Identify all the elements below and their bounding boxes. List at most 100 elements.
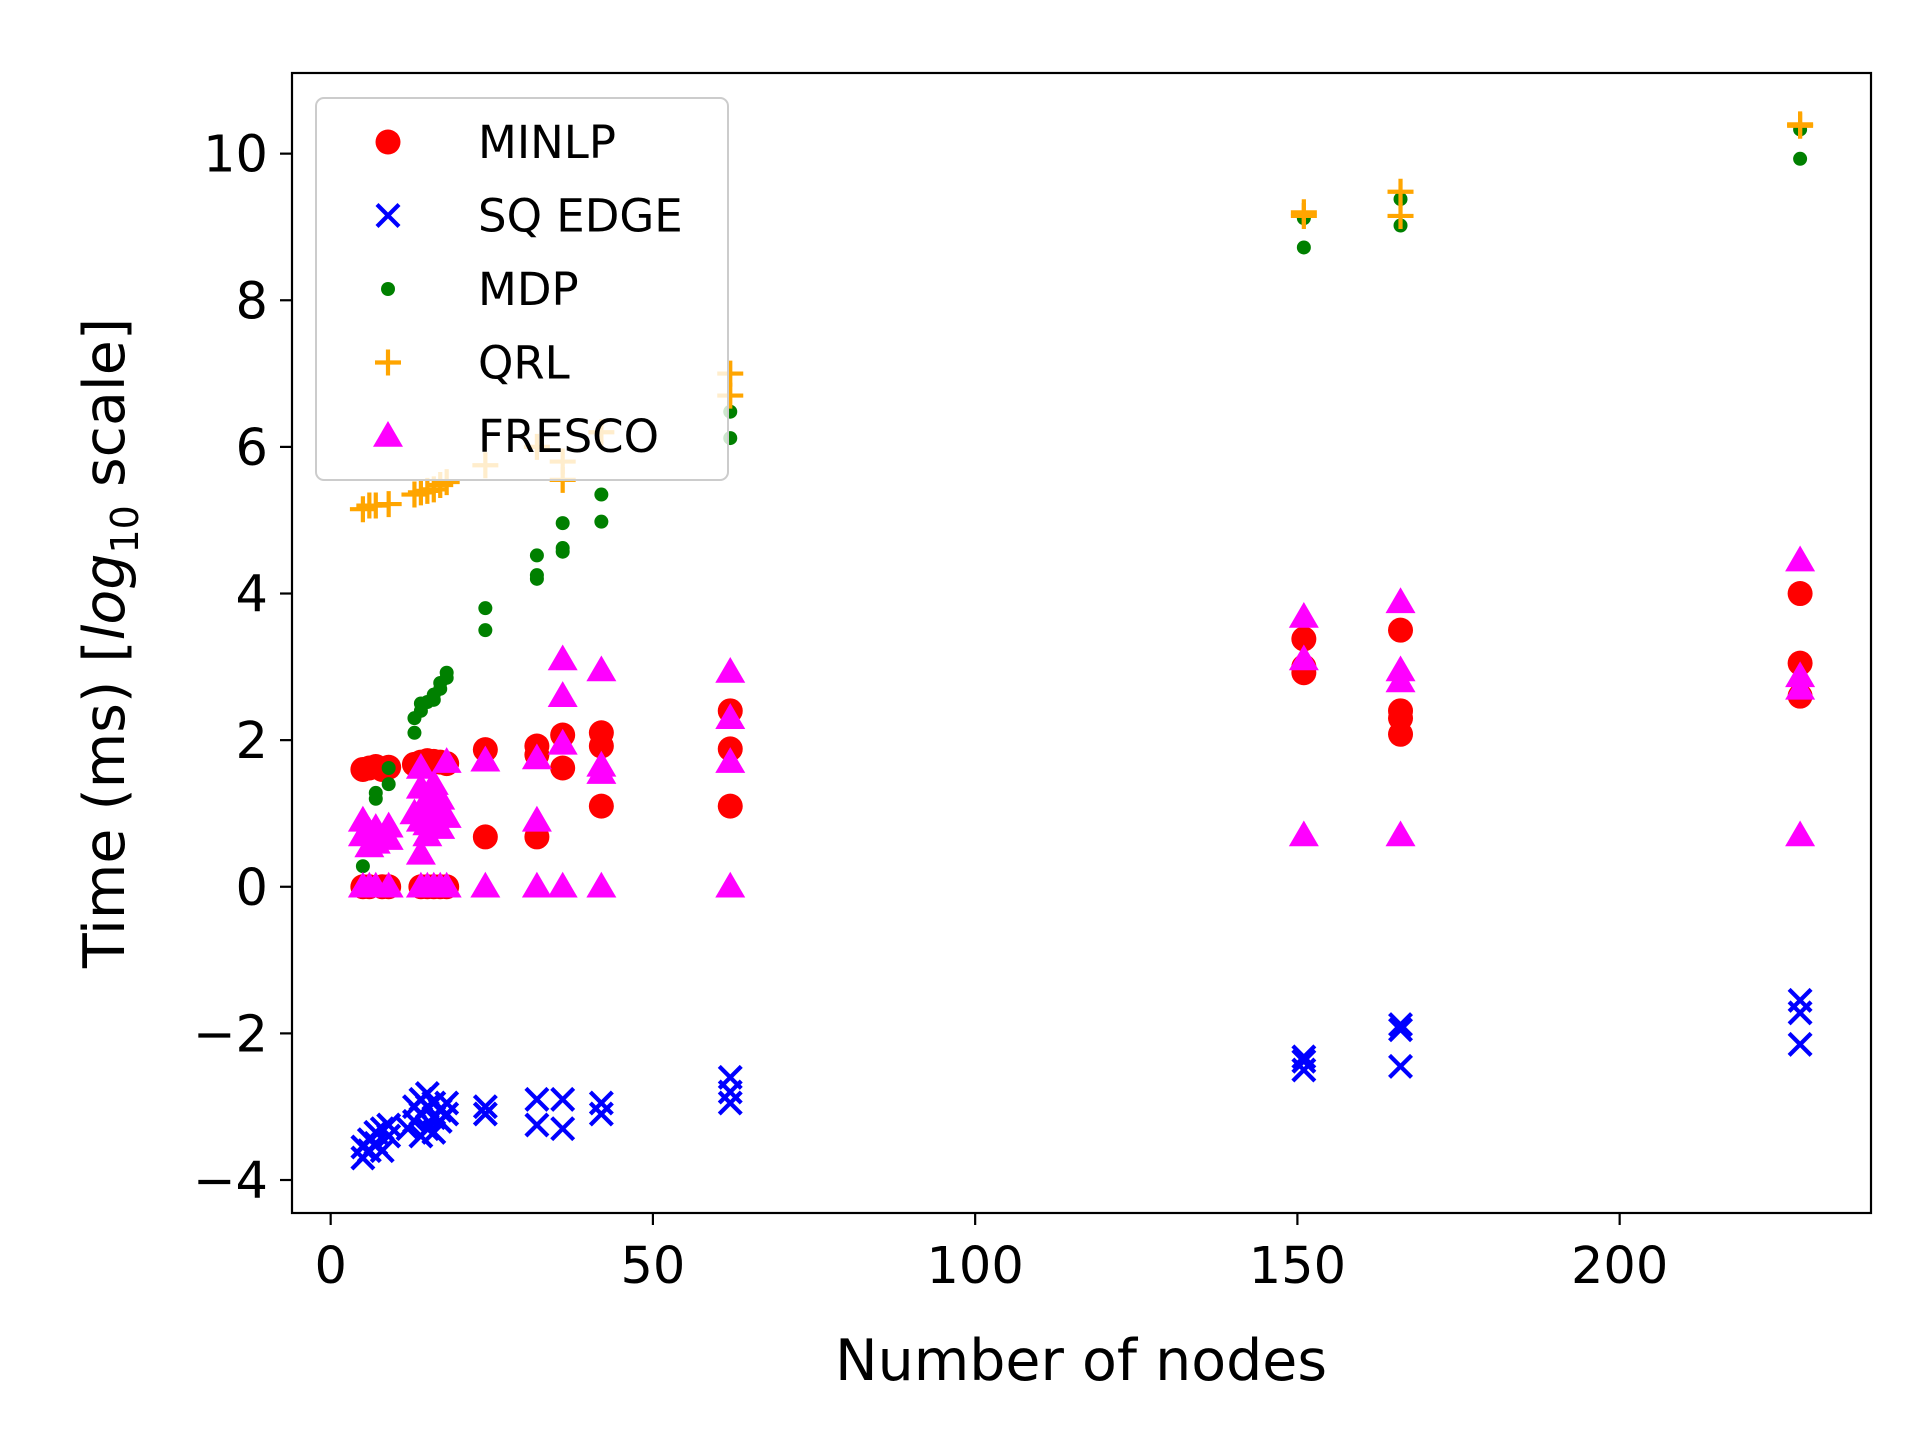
data-point — [715, 871, 746, 898]
data-point — [1288, 644, 1319, 671]
data-point — [588, 1101, 614, 1127]
data-point — [434, 1090, 460, 1116]
y-tick-label: 6 — [236, 419, 268, 478]
legend-marker — [373, 421, 403, 447]
data-point — [412, 820, 443, 847]
y-tick-label: −4 — [193, 1152, 268, 1211]
y-tick-label: 4 — [236, 566, 268, 625]
data-point — [1288, 601, 1319, 628]
y-tick-label: −2 — [193, 1005, 268, 1064]
data-point — [547, 728, 578, 755]
data-point — [1787, 987, 1813, 1013]
data-point — [381, 777, 396, 792]
data-point — [470, 871, 501, 898]
data-point — [555, 541, 570, 556]
data-point — [1291, 1048, 1317, 1074]
data-point — [594, 514, 609, 529]
data-point — [1387, 202, 1414, 229]
x-tick-label: 200 — [1571, 1237, 1668, 1296]
data-point — [588, 1090, 614, 1116]
data-point — [588, 793, 614, 819]
y-axis-title: Time (ms) [log10 scale] — [72, 318, 147, 969]
legend-label: MDP — [478, 263, 579, 316]
data-point — [547, 871, 578, 898]
data-point — [550, 755, 576, 781]
data-point — [586, 758, 617, 784]
x-tick-label: 100 — [926, 1237, 1023, 1296]
y-tick-label: 8 — [236, 272, 268, 331]
legend-label: QRL — [478, 337, 570, 390]
data-point — [1385, 587, 1416, 614]
y-tick-label: 0 — [236, 859, 268, 918]
series-sq-edge — [350, 987, 1813, 1171]
data-point — [1296, 240, 1311, 255]
data-marks — [347, 111, 1816, 1171]
data-point — [715, 747, 746, 773]
data-point — [431, 871, 462, 898]
data-point — [1787, 581, 1813, 607]
data-point — [478, 601, 493, 616]
data-point — [373, 871, 404, 898]
data-point — [1291, 626, 1317, 652]
data-point — [1785, 545, 1816, 572]
data-point — [1787, 1031, 1813, 1057]
x-tick-label: 50 — [620, 1237, 685, 1296]
data-point — [376, 1112, 402, 1138]
data-point — [594, 487, 609, 502]
data-point — [1385, 666, 1416, 693]
data-point — [550, 1086, 576, 1112]
legend: MINLP SQ EDGE MDP QRL FRESCO — [315, 97, 729, 481]
legend-marker — [381, 282, 395, 296]
data-point — [1388, 1053, 1414, 1079]
data-point — [1785, 820, 1816, 847]
data-point — [717, 1090, 743, 1116]
data-point — [521, 805, 552, 832]
data-point — [368, 785, 383, 800]
data-point — [405, 838, 436, 865]
data-point — [588, 733, 614, 759]
data-point — [1388, 617, 1414, 643]
data-point — [1385, 820, 1416, 847]
data-point — [434, 1101, 460, 1127]
data-point — [547, 681, 578, 707]
data-point — [478, 623, 493, 638]
data-point — [373, 824, 404, 850]
legend-marker — [375, 129, 401, 155]
data-point — [369, 1138, 395, 1164]
data-point — [472, 824, 498, 850]
data-point — [375, 491, 402, 518]
data-point — [1388, 1012, 1414, 1038]
x-tick-label: 150 — [1249, 1237, 1346, 1296]
data-point — [521, 871, 552, 898]
data-point — [586, 871, 617, 898]
data-point — [431, 747, 462, 773]
data-point — [472, 1101, 498, 1127]
legend-entry: MINLP — [375, 116, 616, 169]
legend-label: SQ EDGE — [478, 190, 683, 243]
data-point — [405, 752, 436, 779]
legend-box — [315, 97, 729, 481]
data-point — [401, 481, 428, 508]
data-point — [524, 1112, 550, 1138]
x-tick-label: 0 — [314, 1237, 346, 1296]
data-point — [1291, 1044, 1317, 1070]
data-point — [717, 1064, 743, 1090]
legend-label: MINLP — [478, 116, 616, 169]
data-point — [715, 656, 746, 683]
data-point — [349, 496, 376, 523]
y-axis-ticks: −4 −2 0 2 4 6 8 10 — [193, 126, 292, 1211]
data-point — [524, 1086, 550, 1112]
legend-label: FRESCO — [478, 410, 659, 463]
data-point — [550, 1116, 576, 1142]
data-point — [431, 802, 462, 828]
data-point — [470, 745, 501, 772]
legend-entry: MDP — [381, 263, 579, 316]
plot-area-frame — [290, 71, 1873, 1215]
data-point — [586, 655, 617, 682]
data-point — [529, 548, 544, 563]
legend-entry: SQ EDGE — [375, 190, 683, 243]
data-point — [1388, 721, 1414, 747]
legend-entry: FRESCO — [373, 410, 659, 463]
